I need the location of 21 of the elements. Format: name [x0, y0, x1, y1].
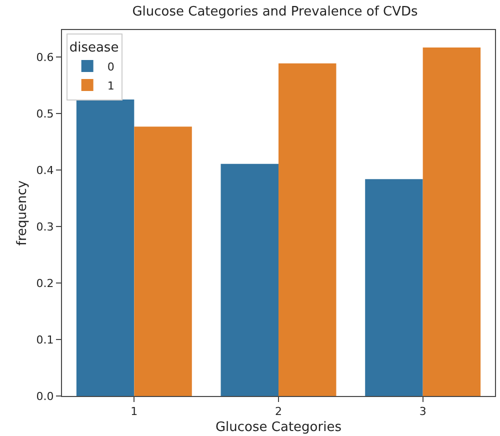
bar — [278, 63, 336, 396]
x-axis-title: Glucose Categories — [215, 420, 342, 435]
bar — [220, 164, 278, 396]
bar — [134, 126, 192, 396]
y-tick-label: 0.0 — [36, 390, 54, 403]
y-tick-label: 0.2 — [36, 276, 54, 290]
x-tick-label: 2 — [275, 405, 282, 418]
chart-title: Glucose Categories and Prevalence of CVDs — [132, 4, 418, 20]
y-tick-label: 0.1 — [36, 333, 54, 346]
legend-label: 1 — [107, 79, 114, 92]
x-tick-label: 1 — [130, 405, 138, 418]
legend-title: disease — [69, 40, 119, 56]
x-tick-label: 3 — [419, 405, 426, 418]
y-axis-title: frequency — [15, 180, 30, 246]
bar — [422, 48, 481, 396]
y-tick-label: 0.6 — [36, 50, 54, 64]
bar — [365, 179, 423, 396]
legend-label: 0 — [107, 60, 114, 74]
y-tick-label: 0.5 — [36, 107, 54, 120]
y-tick-label: 0.3 — [36, 220, 54, 234]
y-tick-label: 0.4 — [36, 164, 54, 177]
